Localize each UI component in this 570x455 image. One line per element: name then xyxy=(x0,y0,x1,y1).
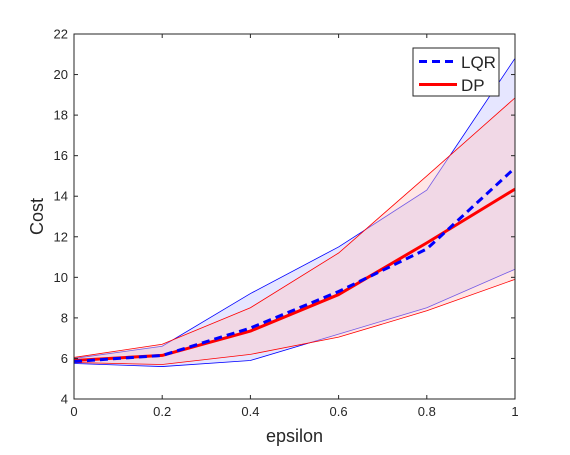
y-axis: 4 6 8 10 12 14 16 18 20 22 xyxy=(54,27,515,407)
band-lower-edge-dp xyxy=(73,278,516,365)
band-dp xyxy=(74,97,515,365)
x-axis: 0 0.2 0.4 0.6 0.8 1 xyxy=(70,34,519,419)
x-tick-label: 1 xyxy=(511,404,518,419)
x-tick-label: 0.4 xyxy=(241,404,259,419)
y-axis-label: Cost xyxy=(27,198,47,235)
y-tick-label: 16 xyxy=(54,148,68,163)
band-layer xyxy=(73,58,516,367)
line-layer xyxy=(73,166,517,363)
legend-label-lqr: LQR xyxy=(461,53,496,72)
series-line-lqr xyxy=(73,166,517,363)
y-tick-label: 14 xyxy=(54,189,68,204)
y-tick-label: 20 xyxy=(54,67,68,82)
band-upper-edge-dp xyxy=(73,97,516,358)
x-tick-label: 0.6 xyxy=(330,404,348,419)
y-tick-label: 22 xyxy=(54,27,68,42)
y-tick-label: 4 xyxy=(61,392,68,407)
y-tick-label: 12 xyxy=(54,229,68,244)
y-tick-label: 8 xyxy=(61,310,68,325)
y-tick-label: 6 xyxy=(61,351,68,366)
y-tick-label: 10 xyxy=(54,270,68,285)
x-tick-label: 0.2 xyxy=(153,404,171,419)
x-axis-label: epsilon xyxy=(266,426,323,446)
y-tick-label: 18 xyxy=(54,108,68,123)
x-tick-label: 0 xyxy=(70,404,77,419)
plot-frame xyxy=(73,33,516,400)
x-tick-label: 0.8 xyxy=(418,404,436,419)
band-lqr xyxy=(74,58,515,367)
band-upper-edge-lqr xyxy=(73,58,516,359)
legend: LQR DP xyxy=(412,47,500,97)
legend-label-dp: DP xyxy=(461,76,485,95)
legend-box xyxy=(412,47,500,97)
band-lower-edge-lqr xyxy=(73,268,516,367)
